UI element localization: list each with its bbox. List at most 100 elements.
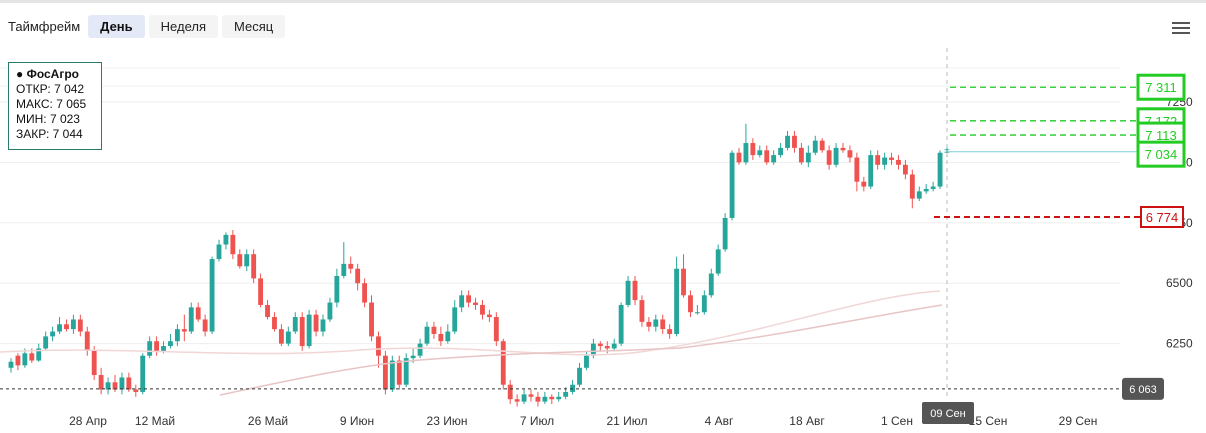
candle-body — [798, 147, 804, 163]
level-label: 7 034 — [1145, 147, 1178, 162]
candle-body — [743, 143, 749, 163]
candle-body — [896, 159, 901, 165]
candle-body — [445, 331, 451, 342]
candle-body — [902, 164, 908, 175]
candle-body — [493, 317, 499, 342]
candle-body — [909, 174, 915, 199]
candle-body — [459, 295, 465, 308]
candle-body — [306, 314, 312, 347]
candle-body — [265, 304, 270, 318]
candle-body — [473, 302, 478, 305]
x-tick-label: 12 Май — [135, 414, 175, 428]
candle-body — [278, 329, 284, 344]
candle-body — [174, 329, 180, 342]
legend-high: МАКС: 7 065 — [16, 97, 87, 111]
menu-icon[interactable] — [1172, 22, 1190, 36]
candle-body — [43, 336, 49, 349]
candle-body — [389, 360, 395, 390]
bottom-marker-badge — [1122, 377, 1164, 400]
x-tick-label: 7 Июл — [520, 414, 554, 428]
x-tick-label: 26 Май — [248, 414, 288, 428]
candle-body — [542, 396, 548, 402]
candle-body — [230, 234, 236, 255]
candle-body — [313, 314, 319, 332]
candle-body — [923, 188, 929, 192]
candle-body — [868, 155, 874, 187]
candle-body — [292, 317, 298, 332]
candle-body — [549, 396, 555, 400]
candle-body — [64, 324, 69, 330]
candle-body — [320, 319, 326, 332]
candle-body — [722, 217, 728, 250]
candle-body — [590, 343, 596, 356]
candle-body — [119, 377, 125, 390]
candle-body — [674, 268, 680, 334]
candle-body — [98, 375, 104, 390]
candle-body — [625, 280, 631, 305]
candle-body — [480, 304, 485, 315]
candle-body — [105, 382, 111, 390]
candle-body — [736, 152, 742, 163]
candle-body — [507, 384, 513, 400]
x-tick-label: 4 Авг — [705, 414, 734, 428]
candle-body — [930, 186, 936, 189]
candle-body — [937, 152, 943, 187]
level-badge — [1136, 140, 1186, 168]
candle-body — [29, 353, 35, 361]
candle-body — [424, 326, 430, 344]
candle-body — [632, 280, 638, 301]
candle-body — [348, 263, 354, 269]
legend-close: ЗАКР: 7 044 — [16, 127, 83, 141]
candle-body — [486, 314, 492, 318]
candle-body — [618, 304, 624, 344]
timeframe-day-button[interactable]: День — [88, 14, 145, 38]
candle-body — [209, 259, 215, 332]
candle-body — [258, 278, 264, 305]
candle-body — [604, 346, 610, 349]
level-label: 6 774 — [1146, 210, 1179, 225]
candle-body — [639, 300, 645, 322]
candle-body — [195, 307, 201, 320]
timeframe-month-button[interactable]: Месяц — [222, 14, 286, 38]
candle-body — [133, 389, 139, 392]
x-tick-label: 15 Сен — [969, 414, 1008, 428]
candle-body — [889, 157, 894, 160]
candle-body — [341, 263, 347, 276]
candle-body — [688, 295, 693, 313]
candle-body — [126, 377, 132, 390]
candle-body — [376, 336, 381, 356]
candle-body — [681, 268, 686, 296]
candle-body — [757, 150, 763, 156]
candle-body — [792, 135, 797, 148]
timeframe-bar: Таймфрейм День Неделя Месяц — [8, 14, 286, 38]
candle-body — [715, 249, 721, 274]
level-label: 7 113 — [1145, 128, 1177, 143]
bottom-marker-label: 6 063 — [1129, 384, 1157, 396]
candle-body — [875, 155, 881, 165]
x-tick-label: 21 Июл — [606, 414, 647, 428]
candle-body — [285, 331, 291, 344]
candle-body — [584, 355, 589, 368]
candle-body — [251, 254, 257, 279]
candle-body — [882, 157, 888, 165]
x-tick-label: 29 Сен — [1059, 414, 1098, 428]
candle-body — [847, 150, 853, 158]
x-tick-label: 28 Апр — [69, 414, 107, 428]
candle-body — [84, 331, 90, 351]
candle-body — [660, 319, 666, 330]
candle-body — [729, 152, 735, 218]
cursor-date-badge — [922, 402, 974, 424]
candle-body — [771, 155, 777, 163]
legend-open: ОТКР: 7 042 — [16, 82, 85, 96]
candle-body — [812, 140, 818, 153]
candle-body — [466, 295, 472, 303]
candle-body — [701, 295, 707, 313]
timeframe-week-button[interactable]: Неделя — [148, 14, 218, 38]
candle-body — [369, 302, 374, 337]
candle-body — [764, 150, 770, 163]
candle-body — [188, 307, 194, 332]
candle-body — [168, 341, 173, 347]
moving-average-line — [219, 304, 943, 396]
crosshair-icon: + — [944, 146, 950, 157]
